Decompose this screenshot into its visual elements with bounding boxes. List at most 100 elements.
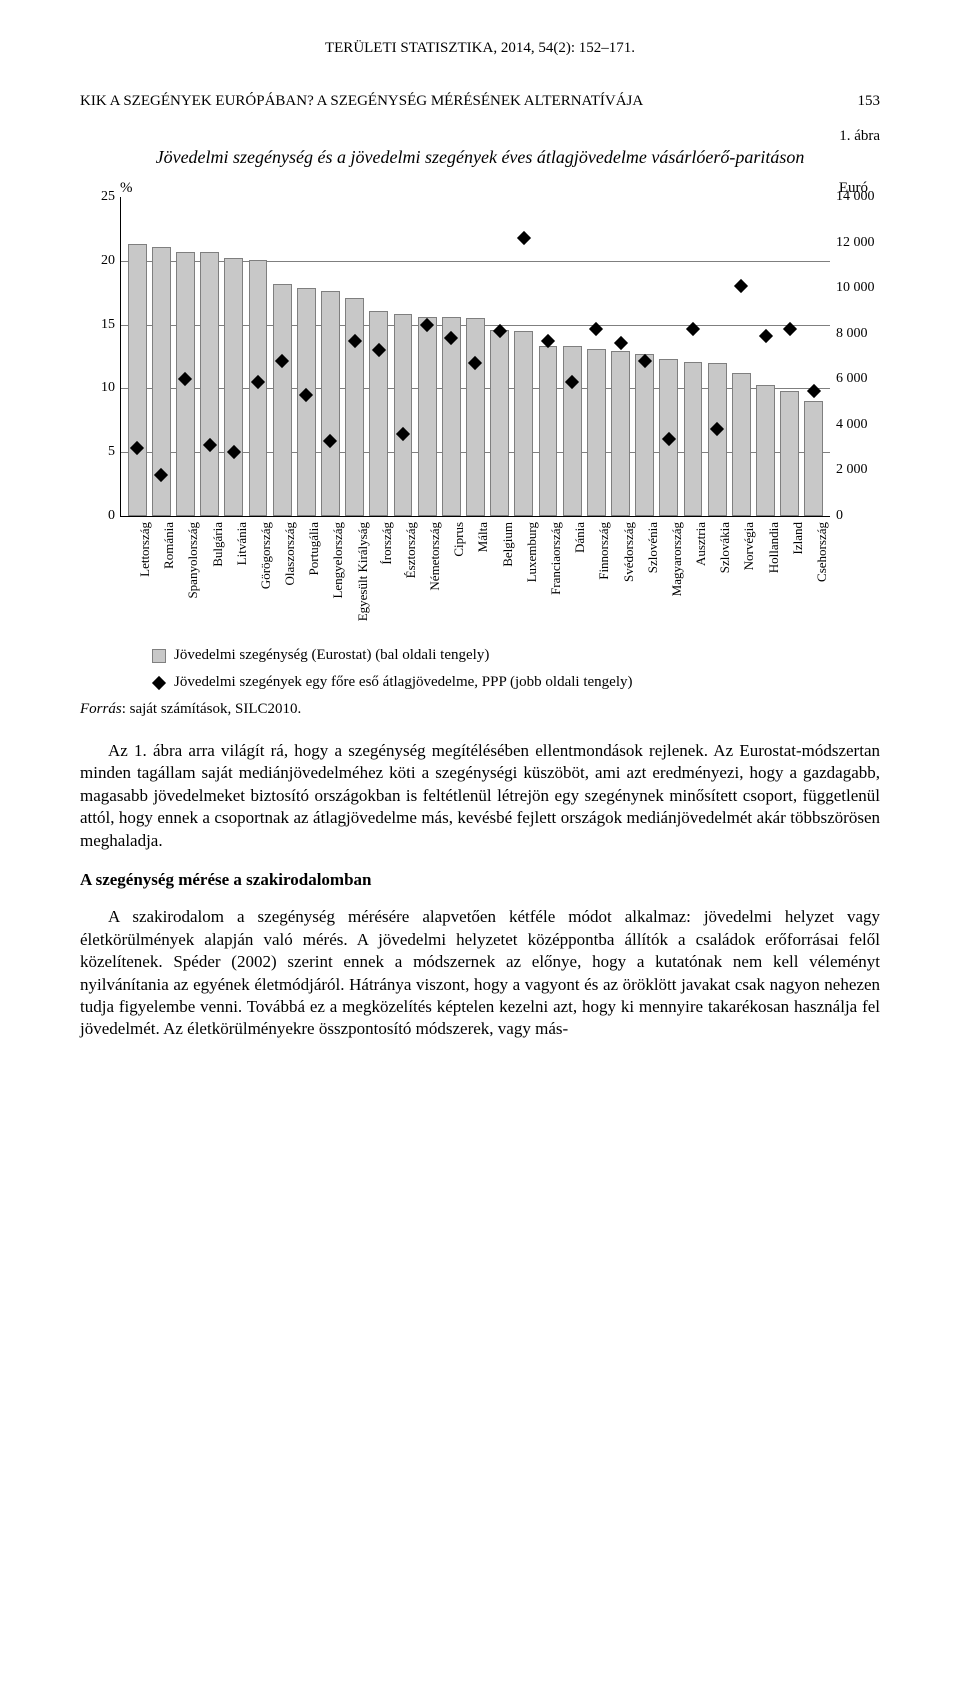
x-axis-label: Csehország	[814, 522, 830, 582]
left-axis-unit: %	[120, 180, 133, 197]
y-right-tick-label: 6 000	[836, 371, 868, 387]
chart-bar	[804, 401, 823, 516]
chart-bar	[321, 291, 340, 516]
chart-marker	[613, 336, 627, 350]
bar-slot	[318, 197, 342, 516]
y-left-tick-label: 10	[101, 380, 115, 396]
bar-slot	[198, 197, 222, 516]
journal-header: TERÜLETI STATISZTIKA, 2014, 54(2): 152–1…	[80, 40, 880, 57]
chart-bar	[514, 331, 533, 516]
bar-slot	[536, 197, 560, 516]
body-paragraph-2: A szakirodalom a szegénység mérésére ala…	[80, 906, 880, 1041]
y-left-tick-label: 25	[101, 189, 115, 205]
chart-x-labels: LettországRomániaSpanyolországBulgáriaLi…	[121, 516, 830, 636]
figure-label: 1. ábra	[80, 128, 880, 145]
source-text: : saját számítások, SILC2010.	[122, 701, 302, 717]
y-right-tick-label: 8 000	[836, 326, 868, 342]
legend-diamond-icon	[152, 675, 166, 689]
chart-plot-area: 051015202502 0004 0006 0008 00010 00012 …	[120, 197, 830, 517]
bar-slot	[270, 197, 294, 516]
bar-slot	[753, 197, 777, 516]
chart-bar	[224, 258, 243, 516]
y-right-tick-label: 10 000	[836, 280, 875, 296]
chart-legend: Jövedelmi szegénység (Eurostat) (bal old…	[152, 647, 880, 691]
body-paragraph-1: Az 1. ábra arra világít rá, hogy a szegé…	[80, 740, 880, 852]
bar-slot	[584, 197, 608, 516]
chart-bar	[200, 252, 219, 516]
bar-slot	[729, 197, 753, 516]
chart-bar	[587, 349, 606, 516]
chart-bar	[418, 317, 437, 516]
chart-bar	[780, 391, 799, 516]
chart-bar	[708, 363, 727, 516]
bar-slot	[294, 197, 318, 516]
bar-slot	[608, 197, 632, 516]
bar-slot	[391, 197, 415, 516]
bar-slot	[439, 197, 463, 516]
y-left-tick-label: 0	[108, 508, 115, 524]
bar-slot	[343, 197, 367, 516]
y-right-tick-label: 0	[836, 508, 843, 524]
bar-slot	[367, 197, 391, 516]
bar-slot	[222, 197, 246, 516]
y-right-tick-label: 14 000	[836, 189, 875, 205]
bar-slot	[463, 197, 487, 516]
legend-row-marker: Jövedelmi szegények egy főre eső átlagjö…	[152, 674, 880, 691]
chart-marker	[758, 329, 772, 343]
y-left-tick-label: 5	[108, 444, 115, 460]
chart-unit-row: % Euró	[80, 180, 880, 197]
chart-plot	[121, 197, 830, 516]
page-number: 153	[858, 93, 881, 110]
bar-slot	[173, 197, 197, 516]
legend-marker-label: Jövedelmi szegények egy főre eső átlagjö…	[174, 674, 633, 691]
chart-marker	[686, 322, 700, 336]
chart-marker	[517, 231, 531, 245]
chart-marker	[734, 279, 748, 293]
figure-source: Forrás: saját számítások, SILC2010.	[80, 701, 880, 718]
y-left-tick-label: 20	[101, 253, 115, 269]
figure-title: Jövedelmi szegénység és a jövedelmi szeg…	[80, 147, 880, 168]
bar-slot	[681, 197, 705, 516]
chart-marker	[589, 322, 603, 336]
running-title-row: KIK A SZEGÉNYEK EURÓPÁBAN? A SZEGÉNYSÉG …	[80, 93, 880, 110]
bar-slot	[246, 197, 270, 516]
chart-container: 051015202502 0004 0006 0008 00010 00012 …	[80, 197, 880, 517]
bar-slot	[512, 197, 536, 516]
section-heading: A szegénység mérése a szakirodalomban	[80, 870, 880, 890]
chart-bar	[635, 354, 654, 516]
bar-slot	[657, 197, 681, 516]
legend-bar-label: Jövedelmi szegénység (Eurostat) (bal old…	[174, 647, 489, 664]
bar-slot	[633, 197, 657, 516]
chart-bar	[611, 351, 630, 516]
y-right-tick-label: 4 000	[836, 417, 868, 433]
chart-bar	[684, 362, 703, 516]
running-title: KIK A SZEGÉNYEK EURÓPÁBAN? A SZEGÉNYSÉG …	[80, 93, 643, 110]
chart-bar	[466, 318, 485, 516]
bar-slot	[778, 197, 802, 516]
chart-marker	[783, 322, 797, 336]
bar-slot	[415, 197, 439, 516]
y-left-tick-label: 15	[101, 317, 115, 333]
y-right-tick-label: 12 000	[836, 235, 875, 251]
chart-bar	[490, 330, 509, 516]
chart-bar	[756, 385, 775, 516]
legend-bar-swatch	[152, 649, 166, 663]
chart-bar	[394, 314, 413, 516]
bar-slot	[149, 197, 173, 516]
bar-slot	[705, 197, 729, 516]
chart-marker	[807, 384, 821, 398]
bar-slot	[125, 197, 149, 516]
legend-row-bar: Jövedelmi szegénység (Eurostat) (bal old…	[152, 647, 880, 664]
bar-slot	[802, 197, 826, 516]
chart-bar	[442, 317, 461, 516]
chart-bar	[345, 298, 364, 516]
chart-bar	[563, 346, 582, 516]
bar-slot	[560, 197, 584, 516]
chart-bar	[369, 311, 388, 516]
y-right-tick-label: 2 000	[836, 462, 868, 478]
chart-bar	[297, 288, 316, 516]
chart-bar	[128, 244, 147, 516]
chart-bar	[273, 284, 292, 516]
source-label: Forrás	[80, 701, 122, 717]
chart-bar	[539, 346, 558, 516]
